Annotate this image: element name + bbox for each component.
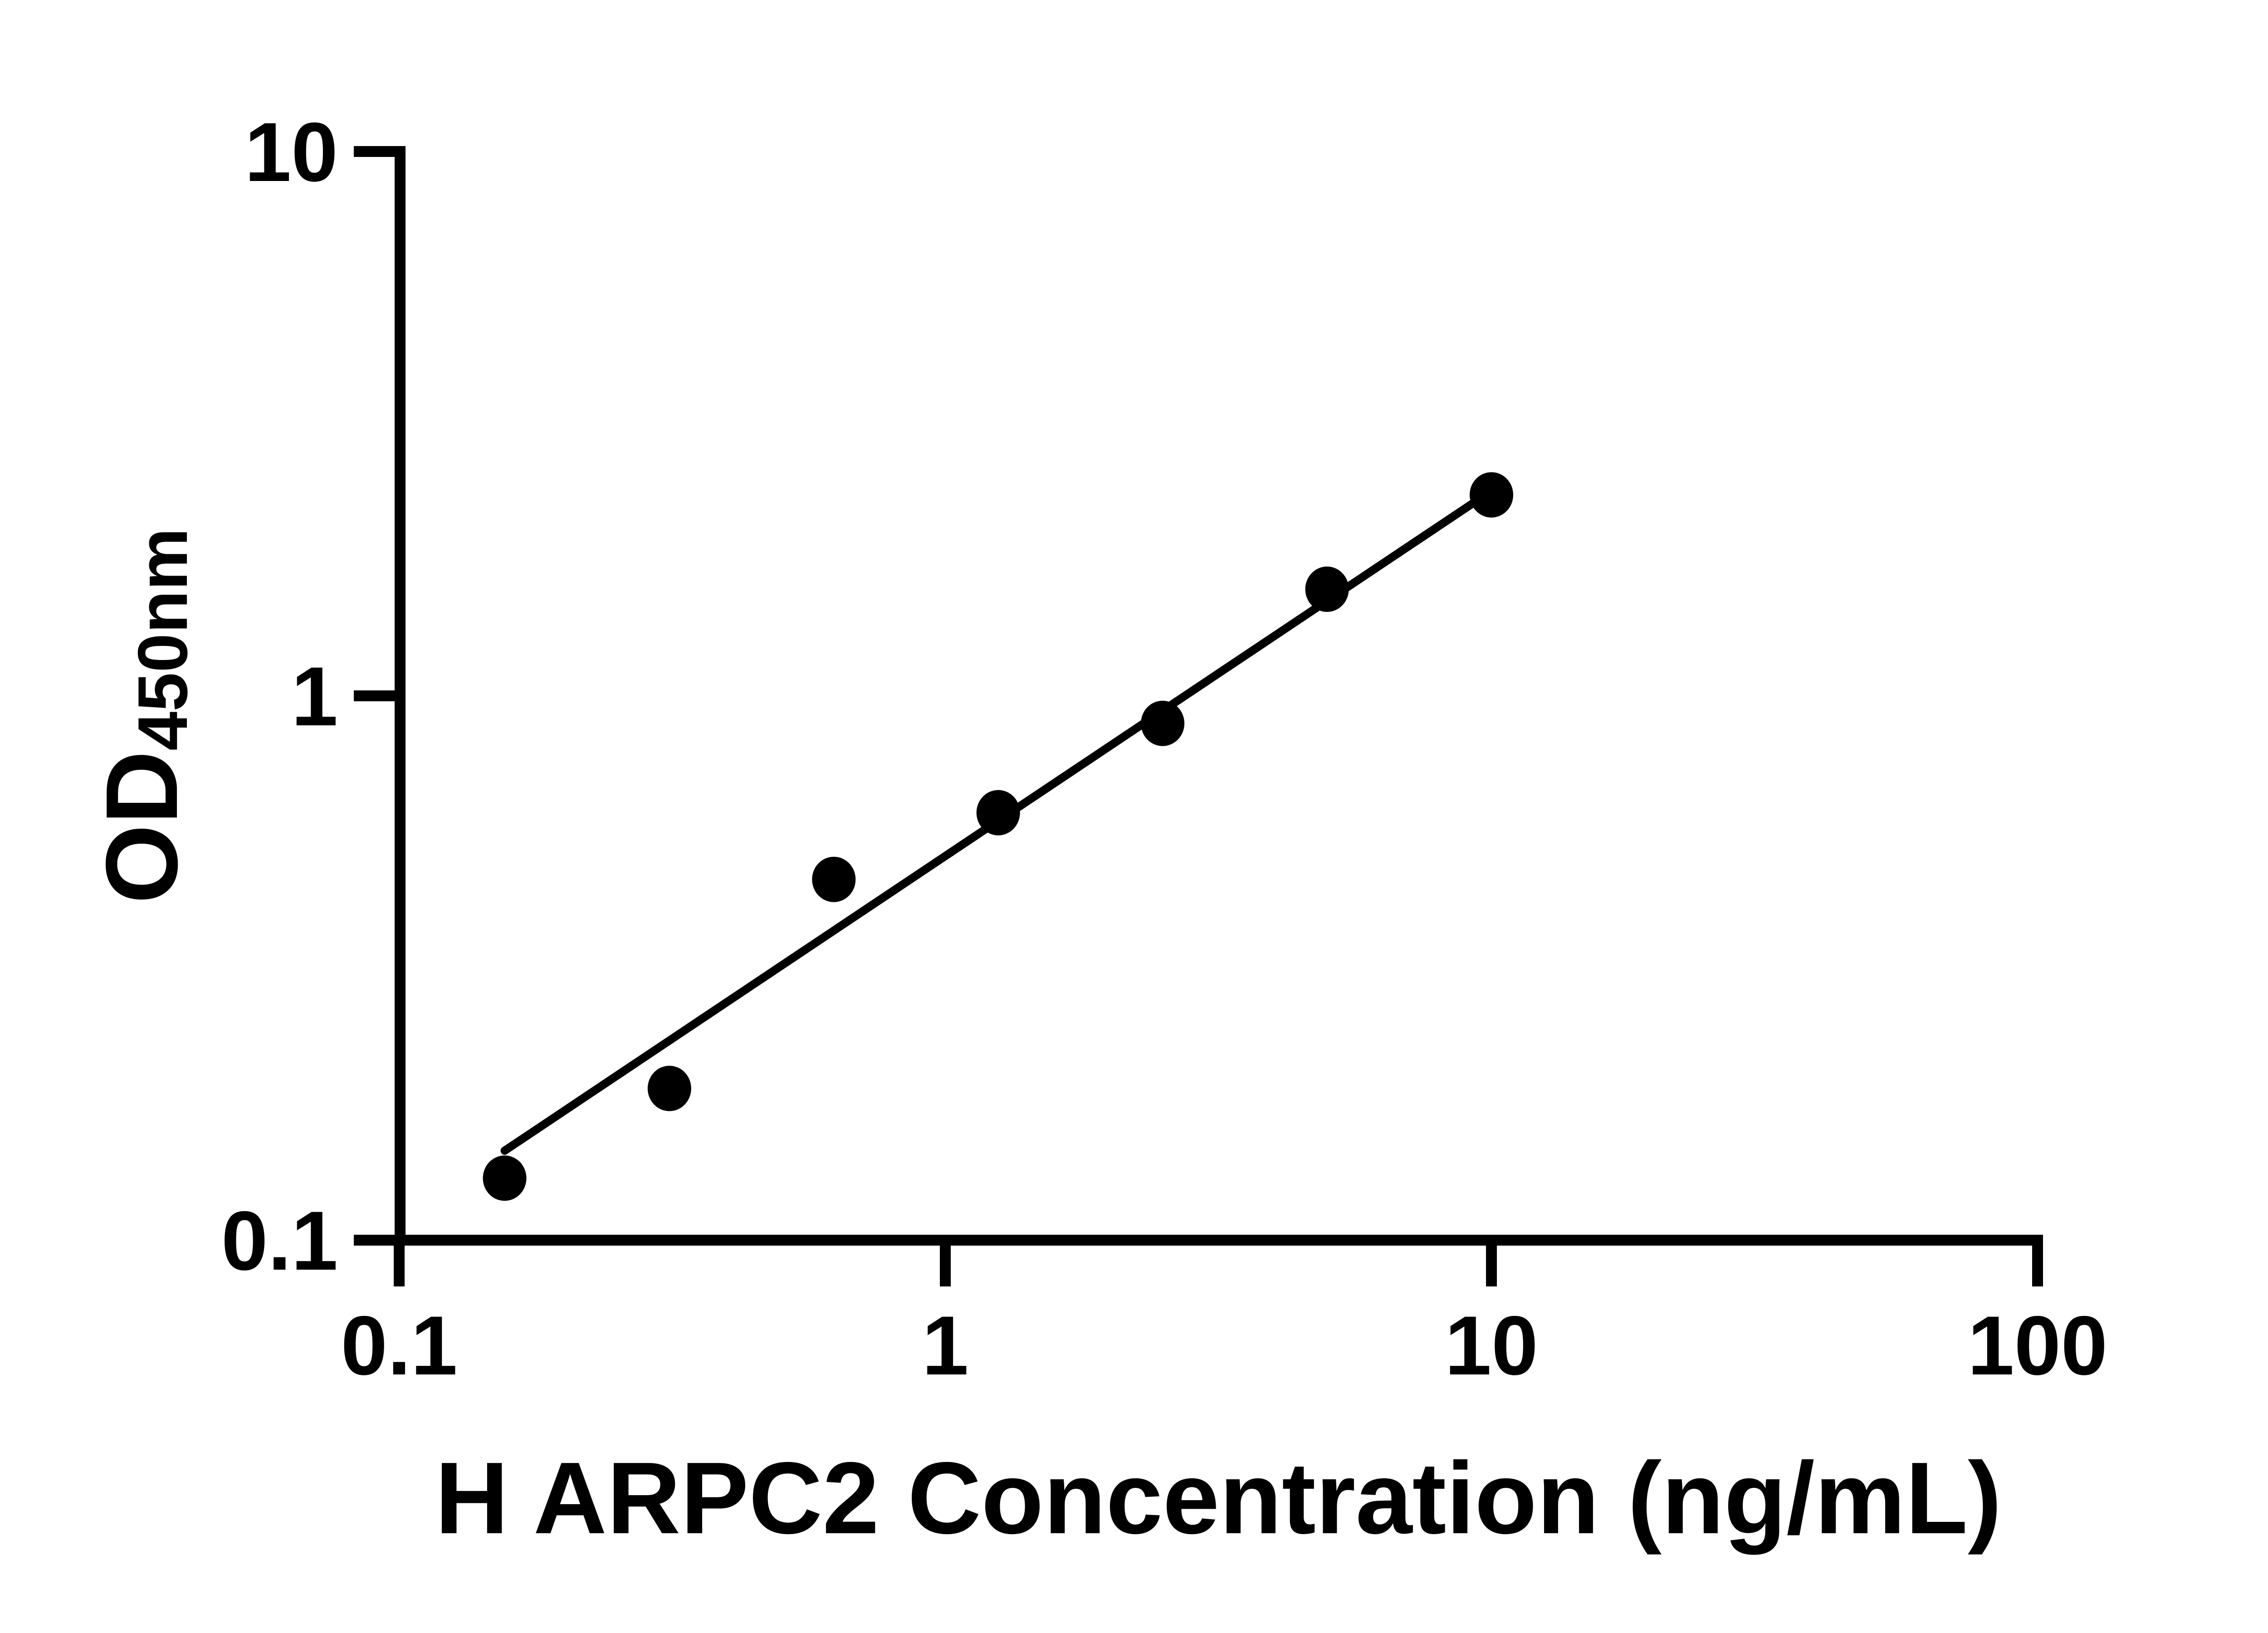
x-tick-label: 10 xyxy=(1445,1299,1538,1393)
y-axis-title-base: OD xyxy=(84,751,199,904)
data-point xyxy=(1470,472,1513,518)
y-tick-label: 10 xyxy=(244,106,338,199)
y-axis-title-subscript: 450nm xyxy=(123,528,202,751)
y-tick-label-group: 0.1 1 10 xyxy=(221,106,338,1288)
data-point xyxy=(483,1155,527,1201)
x-tick-label-group: 0.1 1 10 100 xyxy=(341,1299,2107,1393)
data-point xyxy=(1305,566,1349,612)
x-tick-label: 1 xyxy=(922,1299,969,1393)
y-tick-label: 1 xyxy=(291,650,338,743)
x-tick-label: 0.1 xyxy=(341,1299,457,1393)
x-tick-group xyxy=(394,1240,2043,1286)
data-point xyxy=(647,1066,691,1111)
data-point xyxy=(976,790,1020,836)
data-point xyxy=(812,856,856,902)
y-tick-label: 0.1 xyxy=(221,1194,338,1288)
y-tick-group xyxy=(354,146,400,1246)
x-axis-title: H ARPC2 Concentration (ng/mL) xyxy=(435,1441,2002,1555)
data-point-group xyxy=(483,472,1513,1201)
x-tick-label: 100 xyxy=(1968,1299,2108,1393)
y-axis-title: OD450nm xyxy=(84,528,202,904)
data-point xyxy=(1141,700,1185,746)
